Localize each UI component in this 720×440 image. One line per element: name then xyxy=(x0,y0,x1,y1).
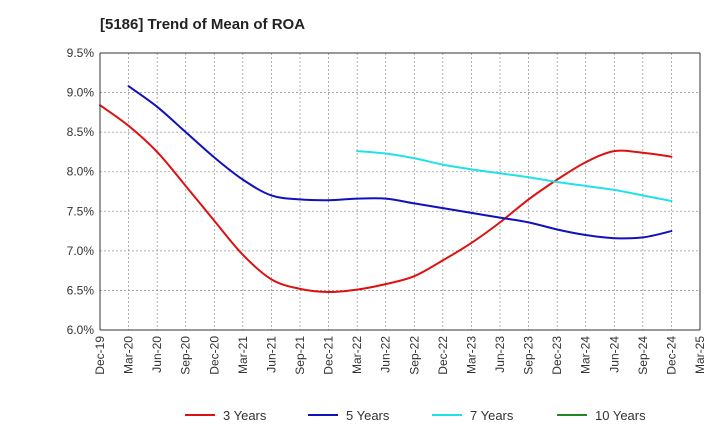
y-tick-label: 8.0% xyxy=(67,165,95,179)
series-lines xyxy=(99,85,673,294)
legend-label-7-years: 7 Years xyxy=(470,408,514,423)
x-tick-label: Jun-23 xyxy=(493,336,507,373)
x-tick-label: Mar-25 xyxy=(693,336,707,374)
chart-title: [5186] Trend of Mean of ROA xyxy=(100,16,305,33)
legend-label-3-years: 3 Years xyxy=(223,408,267,423)
x-tick-label: Dec-24 xyxy=(664,336,678,375)
x-tick-label: Dec-20 xyxy=(207,336,221,375)
x-tick-label: Dec-19 xyxy=(93,336,107,375)
axes xyxy=(99,52,701,331)
x-tick-label: Sep-21 xyxy=(293,336,307,375)
legend-label-10-years: 10 Years xyxy=(595,408,646,423)
x-tick-label: Jun-22 xyxy=(379,336,393,373)
x-tick-label: Dec-22 xyxy=(436,336,450,375)
x-tick-label: Sep-22 xyxy=(407,336,421,375)
y-tick-label: 8.5% xyxy=(67,125,95,139)
x-tick-label: Sep-24 xyxy=(636,336,650,375)
x-tick-label: Mar-21 xyxy=(236,336,250,374)
legend-label-5-years: 5 Years xyxy=(346,408,390,423)
y-tick-label: 9.0% xyxy=(67,86,95,100)
x-tick-label: Mar-20 xyxy=(122,336,136,374)
grid-lines xyxy=(100,53,700,330)
x-tick-label: Dec-23 xyxy=(550,336,564,375)
y-tick-label: 6.5% xyxy=(67,283,95,297)
legend: 3 Years 5 Years 7 Years 10 Years xyxy=(185,408,646,423)
series-line-3-years xyxy=(99,104,673,294)
series-line-7-years xyxy=(356,150,673,202)
y-tick-label: 7.5% xyxy=(67,204,95,218)
y-tick-label: 9.5% xyxy=(67,46,95,60)
x-tick-label: Mar-23 xyxy=(464,336,478,374)
series-line-5-years xyxy=(127,85,673,240)
x-tick-label: Sep-23 xyxy=(522,336,536,375)
x-tick-label: Jun-21 xyxy=(264,336,278,373)
y-tick-labels: 6.0% 6.5% 7.0% 7.5% 8.0% 8.5% 9.0% 9.5% xyxy=(67,46,95,337)
x-tick-label: Mar-24 xyxy=(579,336,593,374)
x-tick-label: Sep-20 xyxy=(179,336,193,375)
y-tick-label: 7.0% xyxy=(67,244,95,258)
x-tick-labels: Dec-19 Mar-20 Jun-20 Sep-20 Dec-20 Mar-21 Jun-… xyxy=(93,336,707,375)
x-tick-label: Dec-21 xyxy=(322,336,336,375)
x-tick-label: Jun-24 xyxy=(607,336,621,373)
y-tick-label: 6.0% xyxy=(67,323,95,337)
x-tick-label: Mar-22 xyxy=(350,336,364,374)
x-tick-label: Jun-20 xyxy=(150,336,164,373)
